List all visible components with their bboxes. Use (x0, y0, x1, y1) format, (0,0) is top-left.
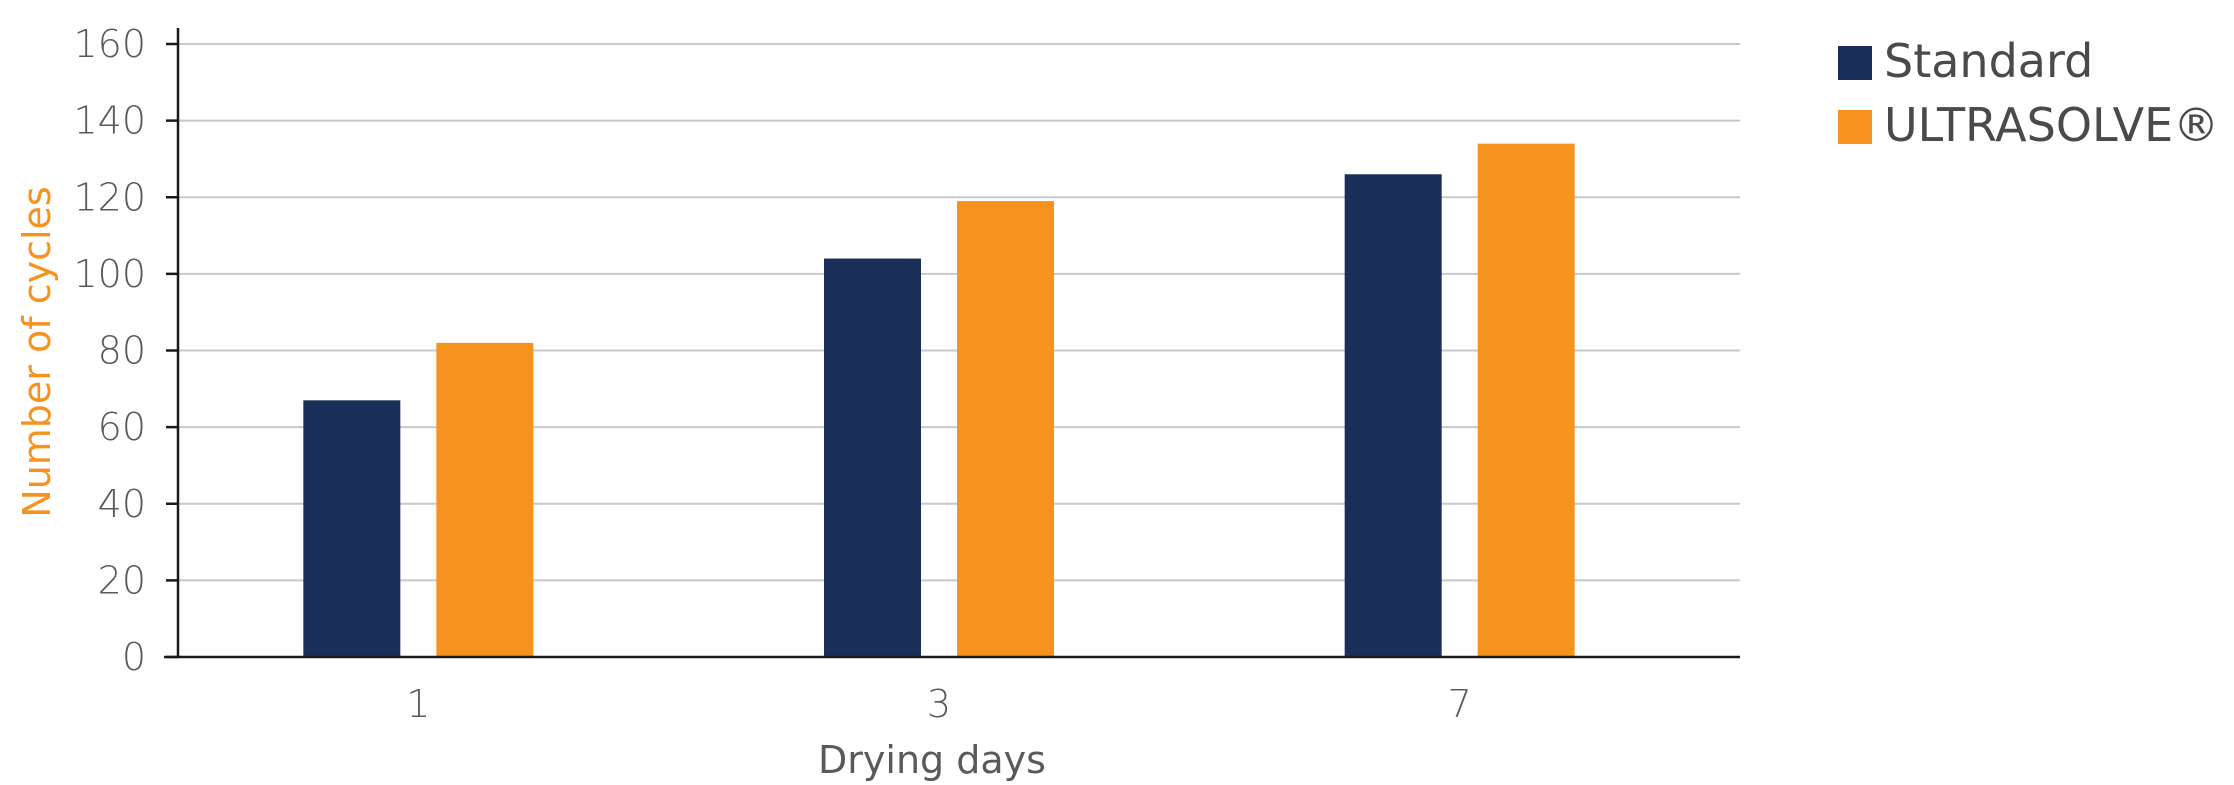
y-tick-label: 100 (73, 252, 146, 296)
y-tick-label: 80 (98, 329, 146, 373)
bar-standard-7 (1344, 174, 1442, 657)
y-tick-label: 120 (73, 175, 146, 219)
legend-swatch (1838, 110, 1872, 144)
y-axis-title: Number of cycles (15, 186, 59, 517)
bar-ultrasolve-h-3 (957, 201, 1054, 658)
y-tick-labels: 0 20 40 60 80 100 120 140 160 (73, 22, 146, 679)
y-tick-label: 140 (73, 99, 146, 143)
legend: Standard ULTRASOLVE® H (1838, 34, 2234, 152)
x-axis-title: Drying days (818, 738, 1046, 782)
y-tick-label: 60 (98, 405, 146, 449)
bars (303, 143, 1575, 658)
y-tick-label: 160 (73, 22, 146, 66)
bar-ultrasolve-h-7 (1477, 143, 1575, 658)
x-tick-label: 3 (927, 682, 951, 726)
x-tick-label: 1 (406, 682, 430, 726)
y-tick-label: 0 (122, 635, 146, 679)
axes (164, 28, 1740, 659)
x-tick-labels: 1 3 7 (406, 682, 1472, 726)
legend-swatch (1838, 46, 1872, 80)
legend-label: Standard (1884, 34, 2093, 88)
x-tick-label: 7 (1448, 682, 1472, 726)
y-tick-label: 20 (98, 558, 146, 602)
bar-ultrasolve-h-1 (436, 342, 534, 657)
y-tick-label: 40 (98, 482, 146, 526)
bar-standard-3 (824, 258, 921, 657)
legend-label: ULTRASOLVE® H (1884, 98, 2234, 152)
bar-standard-1 (303, 400, 401, 657)
